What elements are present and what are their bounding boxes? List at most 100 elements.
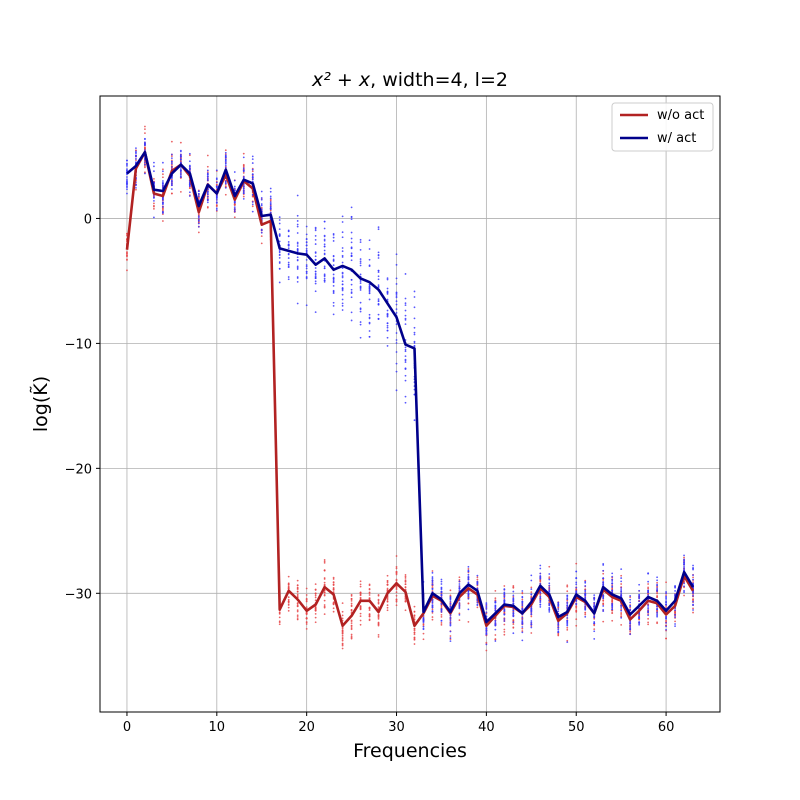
scatter-point (179, 172, 182, 175)
scatter-point (395, 332, 398, 334)
scatter-point (548, 584, 551, 587)
scatter-point (449, 603, 452, 605)
scatter-point (341, 632, 344, 635)
scatter-point (251, 201, 254, 203)
scatter-point (377, 616, 380, 619)
scatter-point (278, 261, 281, 263)
y-tick-label: 0 (84, 212, 92, 227)
scatter-point (494, 607, 497, 610)
scatter-point (206, 193, 209, 196)
scatter-point (314, 229, 317, 232)
scatter-point (665, 592, 667, 595)
scatter-point (305, 249, 308, 252)
scatter-point (377, 271, 380, 274)
scatter-point (386, 609, 389, 612)
scatter-point (593, 603, 596, 606)
scatter-point (296, 259, 299, 262)
scatter-point (503, 618, 506, 620)
scatter-point (521, 590, 524, 592)
scatter-point (665, 637, 667, 640)
scatter-point (575, 610, 578, 613)
scatter-point (179, 158, 182, 161)
scatter-point (377, 635, 380, 638)
scatter-point (179, 170, 182, 172)
scatter-point (233, 210, 236, 213)
scatter-point (206, 201, 209, 204)
scatter-point (323, 581, 326, 584)
scatter-point (557, 601, 560, 604)
scatter-point (341, 293, 344, 296)
scatter-point (386, 345, 389, 347)
scatter-point (656, 581, 659, 584)
scatter-point (135, 147, 137, 150)
scatter-point (242, 152, 245, 155)
scatter-point (611, 611, 614, 614)
scatter-point (602, 599, 605, 602)
scatter-point (368, 298, 371, 301)
scatter-point (638, 595, 641, 598)
scatter-point (431, 581, 434, 584)
scatter-point (242, 195, 245, 198)
scatter-point (683, 589, 685, 592)
scatter-point (467, 581, 470, 584)
scatter-point (485, 605, 488, 608)
scatter-point (566, 641, 569, 644)
scatter-point (359, 323, 362, 326)
scatter-point (332, 584, 335, 586)
scatter-point (449, 600, 452, 603)
scatter-point (404, 401, 407, 404)
scatter-point (548, 610, 551, 613)
scatter-point (476, 580, 479, 583)
scatter-point (278, 228, 281, 231)
scatter-point (566, 601, 569, 604)
scatter-point (350, 252, 353, 255)
scatter-point (575, 618, 578, 621)
scatter-point (242, 198, 245, 200)
scatter-point (350, 206, 353, 209)
scatter-point (494, 640, 497, 642)
scatter-point (413, 419, 416, 422)
scatter-point (665, 616, 667, 618)
series-line-w-act (126, 150, 695, 624)
scatter-point (350, 278, 353, 281)
scatter-point (350, 288, 353, 291)
scatter-point (566, 622, 569, 624)
scatter-point (458, 578, 461, 581)
scatter-point (566, 606, 569, 609)
x-tick-label: 60 (658, 720, 675, 735)
scatter-point (206, 175, 209, 178)
scatter-point (575, 576, 578, 579)
scatter-point (692, 564, 694, 567)
scatter-point (242, 187, 245, 190)
scatter-point (368, 615, 371, 618)
scatter-point (341, 267, 344, 269)
scatter-point (593, 594, 596, 597)
scatter-point (593, 601, 596, 604)
scatter-point (341, 304, 344, 307)
scatter-point (341, 644, 344, 647)
scatter-point (368, 597, 371, 600)
scatter-point (260, 197, 263, 199)
scatter-point (386, 287, 389, 290)
scatter-point (323, 280, 326, 283)
scatter-point (296, 594, 299, 597)
scatter-point (144, 146, 146, 149)
scatter-point (350, 597, 353, 600)
scatter-point (296, 220, 299, 222)
scatter-point (530, 632, 533, 634)
scatter-point (144, 171, 146, 174)
scatter-point (224, 186, 227, 189)
scatter-point (359, 307, 362, 310)
scatter-point (350, 296, 353, 299)
scatter-point (170, 153, 173, 156)
scatter-point (512, 615, 515, 618)
scatter-point (575, 581, 578, 584)
scatter-point (512, 595, 515, 598)
scatter-point (233, 179, 236, 182)
scatter-point (350, 602, 353, 605)
scatter-point (584, 585, 587, 587)
scatter-point (404, 304, 407, 307)
scatter-point (512, 598, 515, 600)
scatter-point (404, 346, 407, 349)
